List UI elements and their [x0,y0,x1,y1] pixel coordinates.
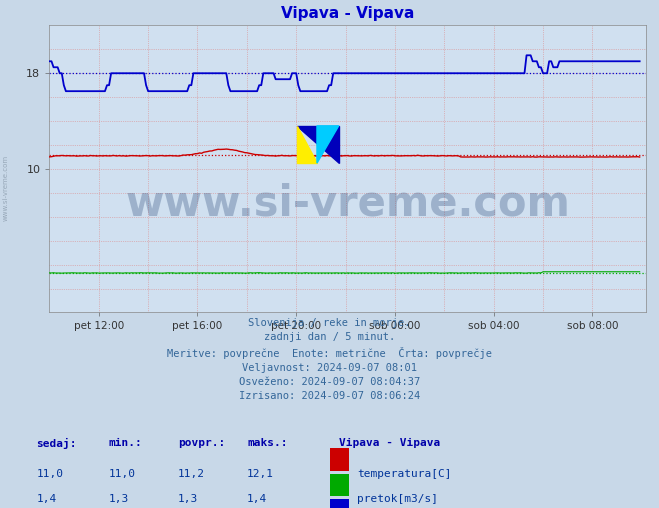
Text: pretok[m3/s]: pretok[m3/s] [357,494,438,504]
FancyBboxPatch shape [330,499,349,508]
Text: www.si-vreme.com: www.si-vreme.com [125,182,570,225]
Text: 1,3: 1,3 [109,494,129,504]
Text: 12,1: 12,1 [247,469,274,479]
Text: 1,4: 1,4 [36,494,57,504]
Title: Vipava - Vipava: Vipava - Vipava [281,7,415,21]
Text: Slovenija / reke in morje.
zadnji dan / 5 minut.
Meritve: povprečne  Enote: metr: Slovenija / reke in morje. zadnji dan / … [167,319,492,401]
Text: min.:: min.: [109,437,142,448]
Text: 11,0: 11,0 [36,469,63,479]
Text: 1,3: 1,3 [178,494,198,504]
FancyBboxPatch shape [330,449,349,471]
Text: Vipava - Vipava: Vipava - Vipava [339,437,441,448]
Polygon shape [317,126,339,163]
Polygon shape [297,126,339,163]
FancyBboxPatch shape [330,474,349,496]
Text: www.si-vreme.com: www.si-vreme.com [2,155,9,221]
Polygon shape [297,126,317,163]
Text: sedaj:: sedaj: [36,437,76,449]
Text: povpr.:: povpr.: [178,437,225,448]
Text: 11,0: 11,0 [109,469,136,479]
Text: maks.:: maks.: [247,437,287,448]
Text: 1,4: 1,4 [247,494,268,504]
Text: temperatura[C]: temperatura[C] [357,469,451,479]
Text: 11,2: 11,2 [178,469,205,479]
